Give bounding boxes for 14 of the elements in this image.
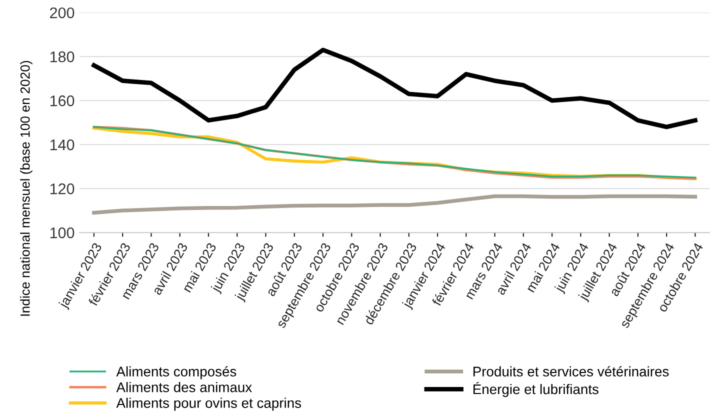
y-tick-label: 160 bbox=[50, 95, 74, 106]
line-series bbox=[92, 194, 698, 215]
y-tick-label: 180 bbox=[50, 51, 74, 62]
y-tick-label: 120 bbox=[50, 183, 74, 194]
legend-label: Produits et services vétérinaires bbox=[473, 366, 669, 376]
legend-label: Énergie et lubrifiants bbox=[473, 382, 598, 397]
legend-label: Aliments composés bbox=[116, 366, 236, 380]
line-series bbox=[92, 48, 698, 130]
y-axis-title: Indice national mensuel (base 100 en 2020) bbox=[20, 60, 32, 316]
y-tick-label: 200 bbox=[50, 7, 74, 18]
legend-label: Aliments des animaux bbox=[116, 382, 252, 392]
y-tick-label: 140 bbox=[50, 139, 74, 150]
y-tick-label: 100 bbox=[50, 227, 74, 238]
legend-label: Aliments pour ovins et caprins bbox=[116, 398, 302, 411]
